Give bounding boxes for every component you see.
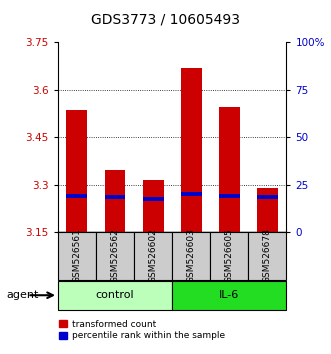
Bar xyxy=(257,195,278,199)
Bar xyxy=(67,194,87,198)
Text: GSM526605: GSM526605 xyxy=(225,228,234,283)
Bar xyxy=(219,107,240,232)
Text: GSM526678: GSM526678 xyxy=(263,228,272,283)
Legend: transformed count, percentile rank within the sample: transformed count, percentile rank withi… xyxy=(59,320,225,340)
Text: agent: agent xyxy=(7,290,39,300)
Text: control: control xyxy=(96,290,134,300)
Bar xyxy=(210,232,248,280)
Bar xyxy=(248,232,286,280)
Text: GSM526602: GSM526602 xyxy=(149,228,158,283)
Bar xyxy=(172,281,286,310)
Bar xyxy=(58,281,172,310)
Bar xyxy=(172,232,210,280)
Bar xyxy=(181,192,202,196)
Bar xyxy=(105,195,125,199)
Text: GDS3773 / 10605493: GDS3773 / 10605493 xyxy=(91,12,240,27)
Bar xyxy=(58,232,96,280)
Bar xyxy=(257,188,278,232)
Bar xyxy=(181,68,202,232)
Text: GSM526603: GSM526603 xyxy=(187,228,196,283)
Bar xyxy=(96,232,134,280)
Text: IL-6: IL-6 xyxy=(219,290,239,300)
Bar xyxy=(105,170,125,232)
Text: GSM526561: GSM526561 xyxy=(72,228,81,283)
Bar xyxy=(67,110,87,232)
Bar xyxy=(219,194,240,198)
Text: GSM526562: GSM526562 xyxy=(111,228,119,283)
Bar xyxy=(143,197,164,201)
Bar xyxy=(143,180,164,232)
Bar xyxy=(134,232,172,280)
